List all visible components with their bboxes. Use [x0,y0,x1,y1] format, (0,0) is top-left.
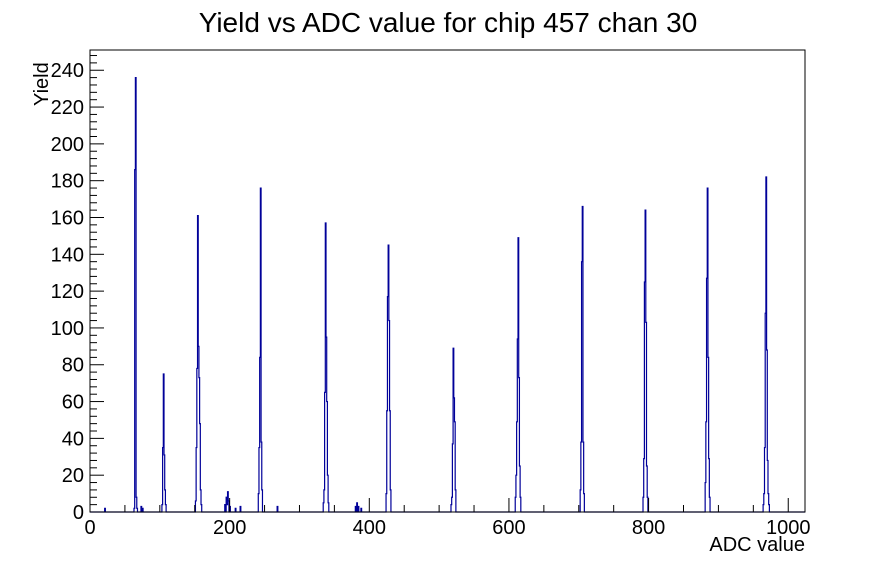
x-tick-label: 800 [632,517,665,539]
y-axis-title: Yield [31,62,53,106]
y-tick-label: 60 [62,392,84,414]
x-axis-ticks: 0 200 400 600 800 1000 [84,498,810,539]
y-tick-label: 120 [51,281,84,303]
y-tick-label: 40 [62,428,84,450]
y-tick-label: 0 [73,502,84,524]
y-tick-label: 80 [62,355,84,377]
x-tick-label: 0 [84,517,95,539]
y-tick-label: 140 [51,244,84,266]
plot-frame [89,49,806,513]
chart-title: Yield vs ADC value for chip 457 chan 30 [198,7,698,38]
y-tick-label: 160 [51,207,84,229]
y-tick-label: 20 [62,465,84,487]
y-tick-label: 220 [51,97,84,119]
x-tick-label: 600 [492,517,525,539]
x-tick-label: 400 [353,517,386,539]
y-tick-label: 240 [51,60,84,82]
y-tick-label: 100 [51,318,84,340]
histogram [90,77,805,513]
x-tick-label: 1000 [766,517,811,539]
histogram-line [90,77,805,513]
y-tick-label: 200 [51,134,84,156]
x-tick-label: 200 [213,517,246,539]
y-axis-ticks: 0 20 40 60 80 100 120 140 160 180 200 220 240 [51,55,104,524]
x-axis-title: ADC value [709,534,805,556]
y-tick-label: 180 [51,171,84,193]
